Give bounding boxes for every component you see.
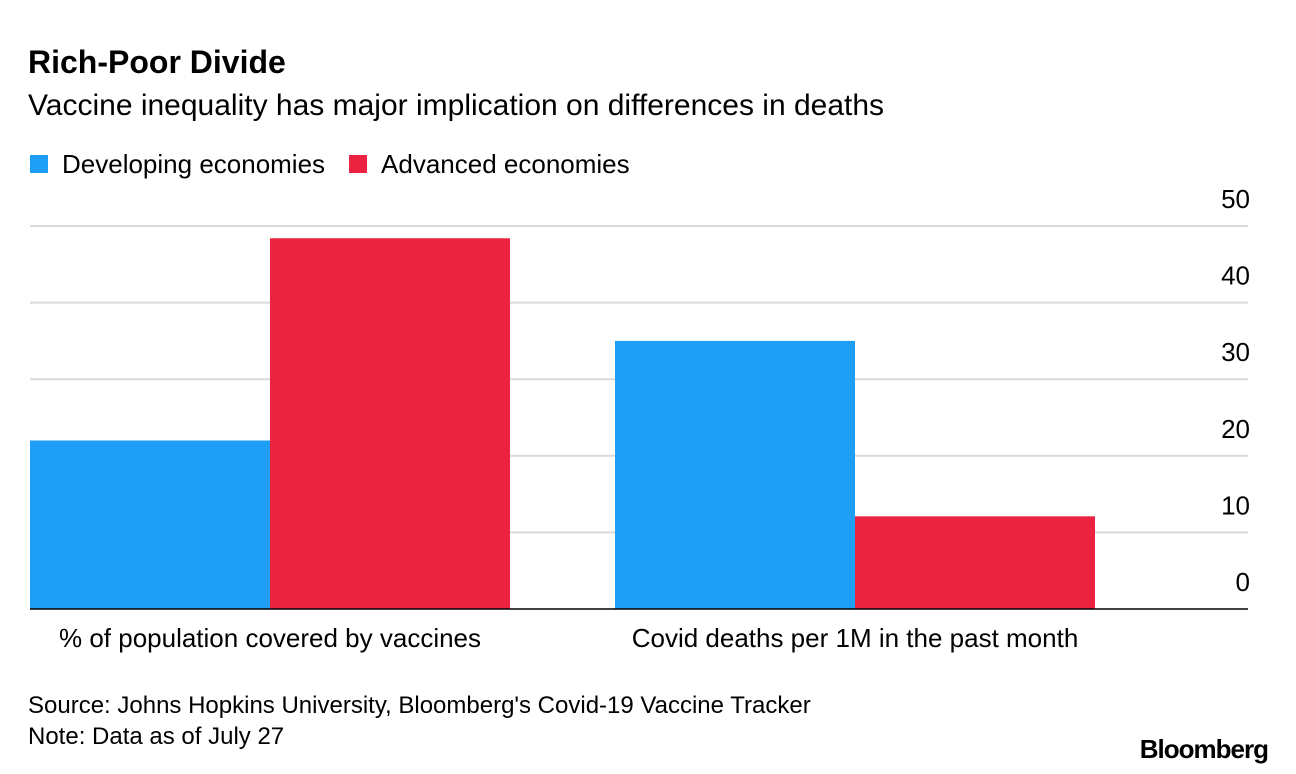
y-tick-label: 10 <box>1221 490 1250 520</box>
x-tick-label: % of population covered by vaccines <box>59 623 481 653</box>
y-tick-label: 40 <box>1221 261 1250 291</box>
y-tick-label: 20 <box>1221 414 1250 444</box>
bar <box>270 238 510 610</box>
bar <box>615 340 855 609</box>
legend: Developing economies Advanced economies <box>30 149 630 179</box>
source: Source: Johns Hopkins University, Bloomb… <box>28 692 811 719</box>
chart-subtitle: Vaccine inequality has major implication… <box>28 89 884 122</box>
bar <box>855 516 1095 609</box>
chart-title: Rich-Poor Divide <box>28 44 286 80</box>
legend-swatch <box>30 155 48 173</box>
brand: Bloomberg <box>1140 734 1268 764</box>
x-tick-label: Covid deaths per 1M in the past month <box>632 623 1079 653</box>
bar <box>30 440 270 609</box>
note: Note: Data as of July 27 <box>28 723 284 750</box>
legend-label: Advanced economies <box>381 149 630 179</box>
y-tick-label: 50 <box>1221 184 1250 214</box>
legend-swatch <box>349 155 368 173</box>
y-tick-label: 30 <box>1221 337 1250 367</box>
legend-label: Developing economies <box>62 149 325 179</box>
y-tick-label: 0 <box>1236 567 1250 597</box>
